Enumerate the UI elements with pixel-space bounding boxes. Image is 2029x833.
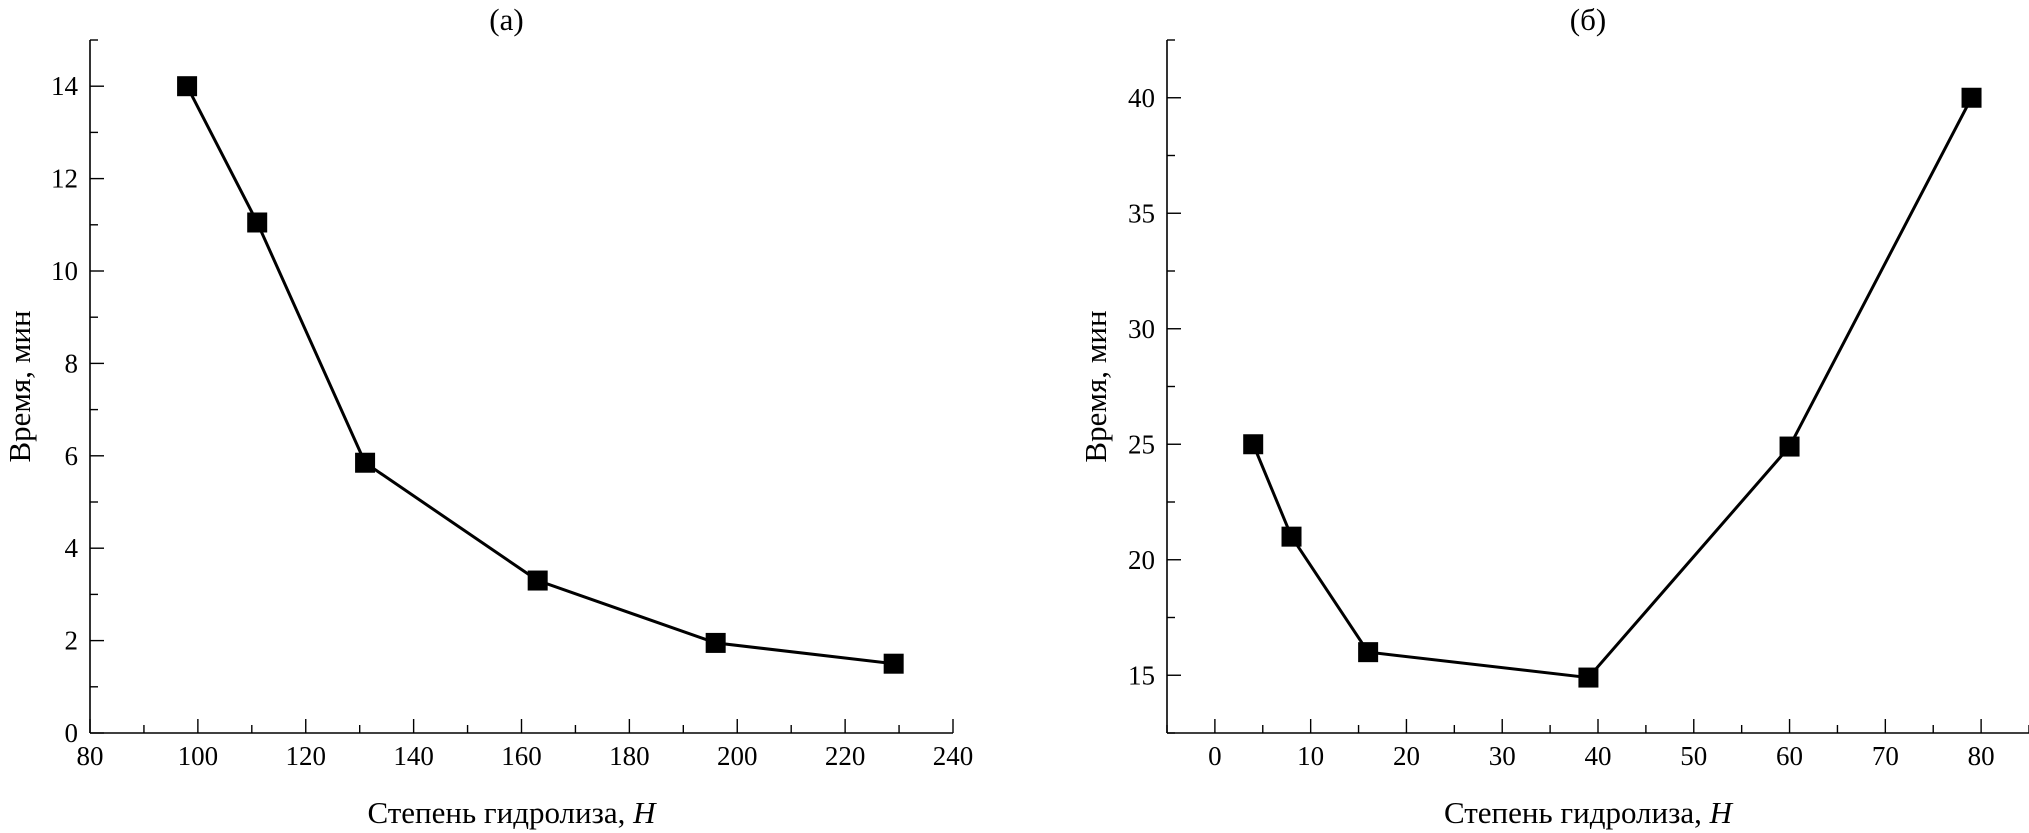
x-tick-label: 220 [825,741,866,771]
y-tick-label: 12 [51,164,78,194]
series-line [1251,97,1973,680]
data-point [355,452,376,473]
data-point [177,76,198,97]
x-axis-title-text: Степень гидролиза, [367,795,633,830]
y-tick-label: 30 [1128,314,1155,344]
x-tick-label: 140 [393,741,434,771]
x-tick-label: 0 [1208,741,1222,771]
y-tick-label: 25 [1128,429,1155,459]
x-tick-label: 100 [178,741,219,771]
x-axis-title-variable: H [632,795,657,830]
x-tick-label: 40 [1585,741,1612,771]
x-tick-label: 80 [1968,741,1995,771]
data-point [1578,667,1599,688]
data-point [247,212,268,233]
data-point [1281,526,1302,547]
y-tick-label: 14 [51,71,79,101]
y-tick-label: 8 [65,348,79,378]
x-tick-label: 180 [609,741,650,771]
series-line [185,85,894,666]
x-axis-title: Степень гидролиза, H [367,795,657,830]
x-tick-label: 120 [286,741,327,771]
data-point [1243,434,1264,455]
chart-panel-b: 0 10 20 30 40 50 60 70 80 15 20 25 30 35 40 (б) Степень … [1078,2,2029,830]
y-tick-label: 0 [65,718,79,748]
x-tick-label: 240 [933,741,974,771]
x-tick-label: 60 [1776,741,1803,771]
data-point [705,632,726,653]
data-point [527,570,548,591]
x-tick-label: 30 [1489,741,1516,771]
x-tick-label: 80 [77,741,104,771]
x-axis-title: Степень гидролиза, H [1444,795,1734,830]
x-tick-label: 10 [1297,741,1324,771]
x-axis-title-variable: H [1709,795,1734,830]
panel-title: (а) [489,2,523,37]
x-tick-label: 160 [501,741,542,771]
y-tick-label: 4 [65,533,79,563]
y-tick-label: 40 [1128,83,1155,113]
data-point [1961,87,1982,108]
y-tick-label: 2 [65,626,79,656]
data-point [883,653,904,674]
data-point [1358,642,1379,663]
y-tick-label: 35 [1128,198,1155,228]
y-tick-label: 6 [65,441,79,471]
y-tick-label: 20 [1128,545,1155,575]
panel-title: (б) [1570,2,1606,37]
x-tick-label: 50 [1680,741,1707,771]
x-tick-label: 70 [1872,741,1899,771]
y-tick-label: 10 [51,256,78,286]
x-tick-label: 20 [1393,741,1420,771]
x-tick-label: 200 [717,741,758,771]
y-axis-title: Время, мин [2,310,37,462]
x-axis-title-text: Степень гидролиза, [1444,795,1710,830]
y-tick-label: 15 [1128,660,1155,690]
y-axis-title: Время, мин [1078,310,1113,462]
chart-panel-a: 80 100 120 140 160 180 200 220 240 0 2 4 6 8 10 12 14 (а)… [2,2,973,830]
data-point [1779,436,1800,457]
